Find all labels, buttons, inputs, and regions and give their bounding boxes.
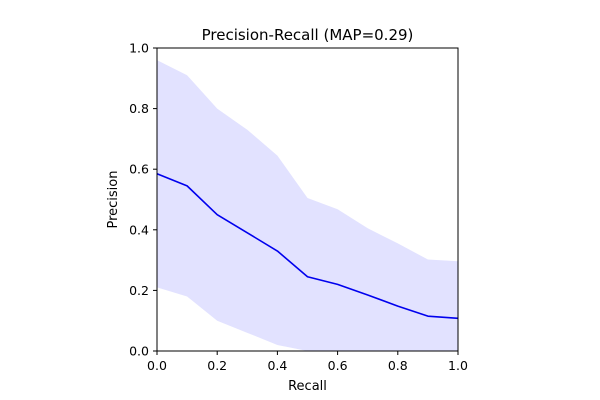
y-axis-label: Precision — [106, 170, 121, 228]
y-tick-label: 0.2 — [129, 283, 149, 298]
y-tick-label: 0.0 — [129, 344, 149, 359]
x-tick-label: 0.8 — [388, 358, 408, 373]
x-tick-label: 0.0 — [147, 358, 167, 373]
y-tick-label: 0.4 — [129, 222, 149, 237]
x-tick-label: 0.4 — [267, 358, 287, 373]
confidence-band — [157, 60, 458, 352]
x-tick-label: 0.6 — [328, 358, 348, 373]
y-tick-label: 1.0 — [129, 41, 149, 56]
x-axis-label: Recall — [288, 379, 327, 394]
y-tick-label: 0.6 — [129, 162, 149, 177]
plot-frame — [156, 47, 459, 352]
precision-recall-line — [156, 173, 459, 320]
x-tick-label: 0.2 — [207, 358, 227, 373]
chart-title: Precision-Recall (MAP=0.29) — [202, 26, 414, 44]
plot-area: 0.0 0.2 0.4 0.6 0.8 1.0 0.0 0.2 0.4 0.6 0.8 1.0 — [129, 41, 468, 374]
y-tick-label: 0.8 — [129, 101, 149, 116]
x-tick-label: 1.0 — [448, 358, 468, 373]
